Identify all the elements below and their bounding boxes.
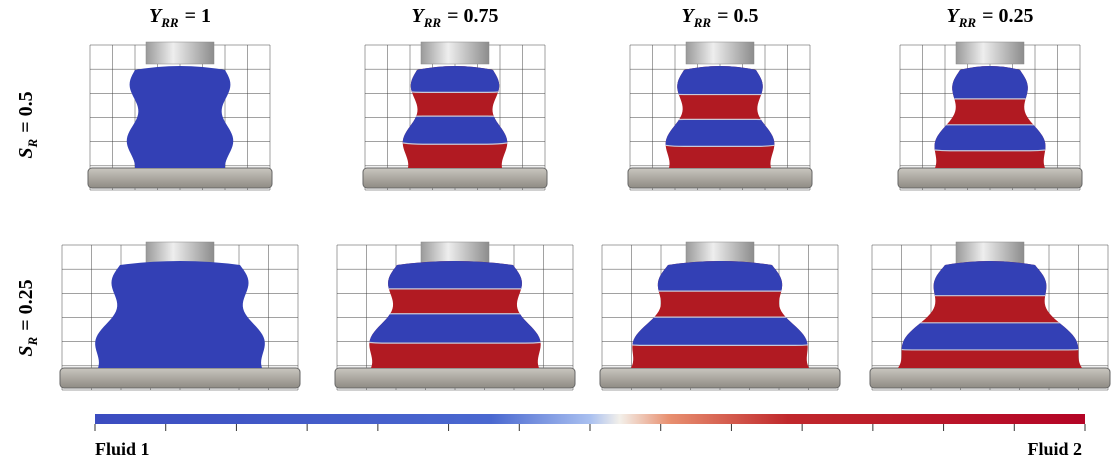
- panel: [870, 242, 1110, 390]
- plate: [600, 368, 840, 388]
- fluid-band: [872, 323, 1108, 350]
- panel: [628, 42, 812, 190]
- subscript: RR: [160, 15, 179, 30]
- cylinder: [421, 242, 489, 264]
- panel: [60, 242, 300, 390]
- subscript: RR: [423, 15, 442, 30]
- plate: [870, 368, 1110, 388]
- subscript: RR: [958, 15, 977, 30]
- panels: [60, 42, 1110, 390]
- droplet: [95, 261, 265, 368]
- value: = 0.5: [15, 91, 37, 132]
- fluid-band: [345, 314, 565, 343]
- fluid-band: [605, 317, 835, 345]
- panel: [363, 42, 547, 190]
- column-header: YRR= 1: [149, 5, 211, 30]
- colorbar-ticks: [95, 424, 1085, 431]
- colorbar: [95, 414, 1085, 424]
- symbol: S: [15, 345, 37, 356]
- cylinder: [686, 42, 754, 64]
- subscript: R: [25, 138, 40, 148]
- column-header: YRR= 0.5: [682, 5, 759, 30]
- panel: [898, 42, 1082, 190]
- plate: [628, 168, 812, 188]
- plate: [898, 168, 1082, 188]
- colorbar-right-label: Fluid 2: [1027, 439, 1082, 459]
- column-header: YRR= 0.75: [412, 5, 499, 30]
- value: = 0.25: [15, 279, 37, 330]
- subscript: RR: [693, 15, 712, 30]
- value: = 0.5: [717, 5, 758, 27]
- figure: YRR= 1 YRR= 0.75 YRR= 0.5 YRR= 0.25 SR= …: [0, 0, 1112, 463]
- plate: [335, 368, 575, 388]
- panel: [600, 242, 840, 390]
- fluid-band: [872, 255, 1108, 296]
- row-label: SR = 0.25: [15, 279, 40, 356]
- cylinder: [956, 42, 1024, 64]
- fluid-band: [383, 116, 527, 144]
- panel: [88, 42, 272, 190]
- plate: [60, 368, 300, 388]
- colorbar-left-label: Fluid 1: [95, 439, 150, 459]
- plate: [88, 168, 272, 188]
- column-header: YRR= 0.25: [947, 5, 1034, 30]
- cylinder: [146, 42, 214, 64]
- cylinder: [146, 242, 214, 264]
- value: = 0.25: [982, 5, 1033, 27]
- fluid-band: [910, 125, 1070, 151]
- plate: [363, 168, 547, 188]
- droplet: [127, 66, 234, 168]
- panel: [335, 242, 575, 390]
- subscript: R: [25, 336, 40, 346]
- cylinder: [686, 242, 754, 264]
- fluid-band: [644, 119, 796, 146]
- cylinder: [956, 242, 1024, 264]
- cylinder: [421, 42, 489, 64]
- row-label: SR = 0.5: [15, 91, 40, 158]
- value: = 1: [185, 5, 211, 27]
- value: = 0.75: [447, 5, 498, 27]
- symbol: S: [15, 147, 37, 158]
